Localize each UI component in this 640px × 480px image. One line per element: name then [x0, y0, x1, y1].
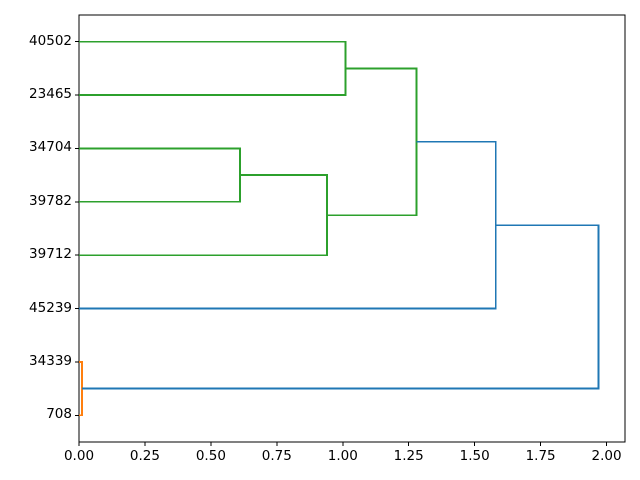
leaf-label-23465: 23465: [29, 86, 72, 103]
x-tick-label-1.25: 1.25: [393, 448, 424, 464]
x-tick-label-0.25: 0.25: [129, 448, 160, 464]
leaf-label-708: 708: [46, 406, 72, 423]
leaf-label-34704: 34704: [29, 139, 72, 156]
dendrogram-link-root: [81, 224, 600, 390]
dendrogram-link-(40502,23465)+(34704,39782,39712): [326, 67, 418, 217]
leaf-label-39712: 39712: [29, 246, 72, 263]
leaf-label-45239: 45239: [29, 299, 72, 316]
x-tick-label-0.00: 0.00: [63, 448, 95, 464]
dendrogram-link-34704+39782: [79, 147, 241, 203]
x-tick-label-1.50: 1.50: [459, 448, 490, 464]
axes-frame: [78, 14, 626, 443]
leaf-label-39782: 39782: [29, 192, 72, 209]
dendrogram-link-green-cluster+45239: [79, 140, 497, 310]
x-tick-label-2.00: 2.00: [591, 448, 622, 464]
dendrogram-link-(34704,39782)+39712: [79, 174, 328, 257]
x-tick-label-1.75: 1.75: [525, 448, 556, 464]
leaf-label-34339: 34339: [29, 352, 72, 369]
leaf-label-40502: 40502: [29, 32, 72, 49]
x-tick-label-0.50: 0.50: [195, 448, 226, 464]
dendrogram-link-40502+23465: [79, 40, 347, 96]
x-tick-label-1.00: 1.00: [327, 448, 358, 464]
x-tick-label-0.75: 0.75: [261, 448, 292, 464]
